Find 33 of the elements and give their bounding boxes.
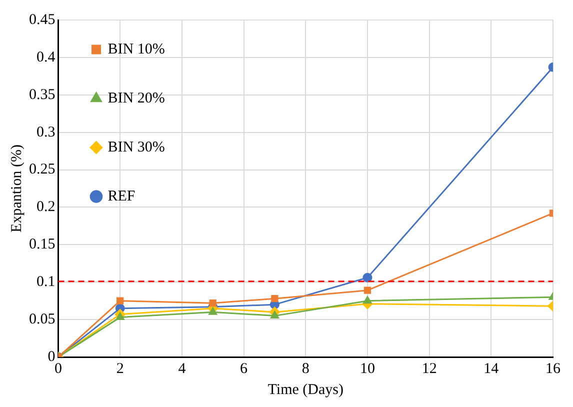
point xyxy=(362,272,372,282)
legend-label: BIN 30% xyxy=(108,139,165,156)
y-tick-label: 0 xyxy=(48,348,56,365)
y-tick-label: 0.3 xyxy=(36,124,56,140)
point xyxy=(209,300,216,307)
x-axis-title: Time (Days) xyxy=(268,382,344,398)
point xyxy=(363,296,372,304)
y-tick-label: 0.45 xyxy=(29,12,56,28)
y-tick-label: 0.15 xyxy=(29,236,56,253)
point xyxy=(116,297,124,304)
point xyxy=(364,286,372,294)
x-tick-label: 8 xyxy=(302,360,310,377)
y-tick-label: 0.4 xyxy=(36,49,56,66)
point xyxy=(208,307,218,315)
point xyxy=(270,311,279,319)
x-tick-label: 2 xyxy=(116,360,124,377)
legend-label: BIN 20% xyxy=(108,90,165,106)
x-tick-label: 16 xyxy=(546,360,561,377)
y-tick-label: 0.25 xyxy=(29,162,56,178)
point xyxy=(271,295,278,302)
y-tick-label: 0.1 xyxy=(36,274,56,290)
y-axis-title: Expantion (%) xyxy=(8,144,25,232)
x-tick-label: 6 xyxy=(240,360,248,377)
y-tick-label: 0.2 xyxy=(36,199,56,216)
x-tick-label: 14 xyxy=(484,360,500,377)
point xyxy=(116,312,124,320)
x-tick-label: 4 xyxy=(178,360,186,377)
x-tick-label: 10 xyxy=(360,360,375,377)
legend-label: BIN 10% xyxy=(108,41,165,58)
y-tick-label: 0.35 xyxy=(29,86,56,103)
x-tick-label: 12 xyxy=(422,360,437,377)
y-tick-label: 0.05 xyxy=(29,311,56,328)
legend-label: REF xyxy=(108,188,136,204)
